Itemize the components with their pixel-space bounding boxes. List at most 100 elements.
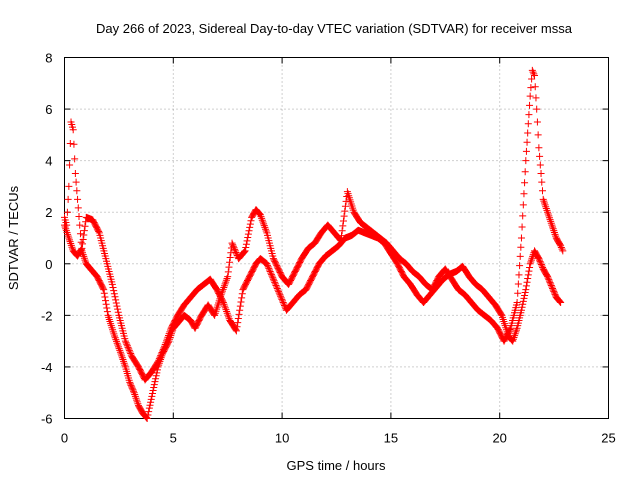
data-point — [111, 334, 119, 342]
y-axis-label: SDTVAR / TECUs — [6, 185, 21, 290]
data-point — [256, 211, 264, 219]
data-point — [114, 305, 122, 313]
x-tick-label: 0 — [61, 431, 68, 446]
data-point — [268, 272, 276, 280]
data-point — [527, 256, 535, 264]
data-point — [265, 264, 273, 272]
data-point — [539, 195, 547, 203]
data-point — [278, 295, 286, 303]
data-point — [272, 281, 280, 289]
x-tick-label: 20 — [492, 431, 506, 446]
data-point — [537, 259, 545, 267]
data-point — [155, 356, 163, 364]
data-point — [242, 240, 250, 248]
data-point — [276, 291, 284, 299]
data-point — [535, 256, 543, 264]
data-point — [74, 204, 82, 212]
x-tick-label: 15 — [384, 431, 398, 446]
data-point — [120, 359, 128, 367]
data-point — [549, 286, 557, 294]
data-point — [125, 345, 133, 353]
plot-frame — [64, 57, 609, 419]
data-point — [275, 288, 283, 296]
data-point — [101, 293, 109, 301]
data-point — [520, 190, 528, 198]
data-point — [526, 101, 534, 109]
data-point — [155, 355, 163, 363]
data-point — [221, 304, 229, 312]
data-point — [120, 357, 128, 365]
data-point — [550, 289, 558, 297]
data-point — [147, 395, 155, 403]
data-point — [545, 212, 553, 220]
data-point — [223, 274, 231, 282]
data-point — [63, 208, 71, 216]
data-point — [244, 233, 252, 241]
data-point — [537, 261, 545, 269]
data-point — [166, 326, 174, 334]
data-point — [241, 247, 249, 255]
data-point — [512, 326, 520, 334]
data-point — [76, 221, 84, 229]
data-point — [535, 144, 543, 152]
data-point — [126, 378, 134, 386]
data-point — [70, 140, 78, 148]
data-point — [64, 232, 72, 240]
data-point — [534, 131, 542, 139]
data-point — [264, 263, 272, 271]
data-point — [114, 343, 122, 351]
data-point — [152, 375, 160, 383]
data-point — [533, 118, 541, 126]
data-point — [549, 225, 557, 233]
data-point — [232, 248, 240, 256]
data-point — [148, 389, 156, 397]
data-point — [550, 287, 558, 295]
data-point — [131, 391, 139, 399]
data-point — [544, 208, 552, 216]
data-point — [128, 383, 136, 391]
data-point — [519, 300, 527, 308]
data-point — [82, 218, 90, 226]
y-tick-label: 0 — [45, 257, 52, 272]
data-point — [511, 330, 519, 338]
data-point — [274, 286, 282, 294]
data-point — [269, 275, 277, 283]
data-point — [524, 120, 532, 128]
data-point — [102, 300, 110, 308]
data-point — [550, 228, 558, 236]
data-point — [115, 345, 123, 353]
x-tick-label: 10 — [275, 431, 289, 446]
data-point — [522, 286, 530, 294]
data-point — [124, 343, 132, 351]
data-point — [71, 170, 79, 178]
data-point — [536, 161, 544, 169]
data-point — [521, 289, 529, 297]
data-point — [338, 232, 346, 240]
data-point — [161, 340, 169, 348]
data-point — [118, 354, 126, 362]
data-point — [229, 242, 237, 250]
data-point — [158, 348, 166, 356]
data-point — [150, 384, 158, 392]
data-point — [228, 239, 236, 247]
data-point — [258, 216, 266, 224]
data-point — [260, 222, 268, 230]
data-point — [279, 297, 287, 305]
data-point — [525, 267, 533, 275]
data-point — [112, 336, 120, 344]
data-point — [540, 197, 548, 205]
data-point — [551, 290, 559, 298]
data-point — [557, 242, 565, 250]
data-point — [518, 223, 526, 231]
data-point — [73, 187, 81, 195]
data-point — [110, 290, 118, 298]
data-point — [77, 245, 85, 253]
data-point — [262, 225, 270, 233]
data-point — [62, 227, 70, 235]
data-point — [523, 278, 531, 286]
data-point — [341, 207, 349, 215]
data-point — [240, 248, 248, 256]
data-point — [157, 352, 165, 360]
data-point — [116, 348, 124, 356]
data-point — [267, 269, 275, 277]
